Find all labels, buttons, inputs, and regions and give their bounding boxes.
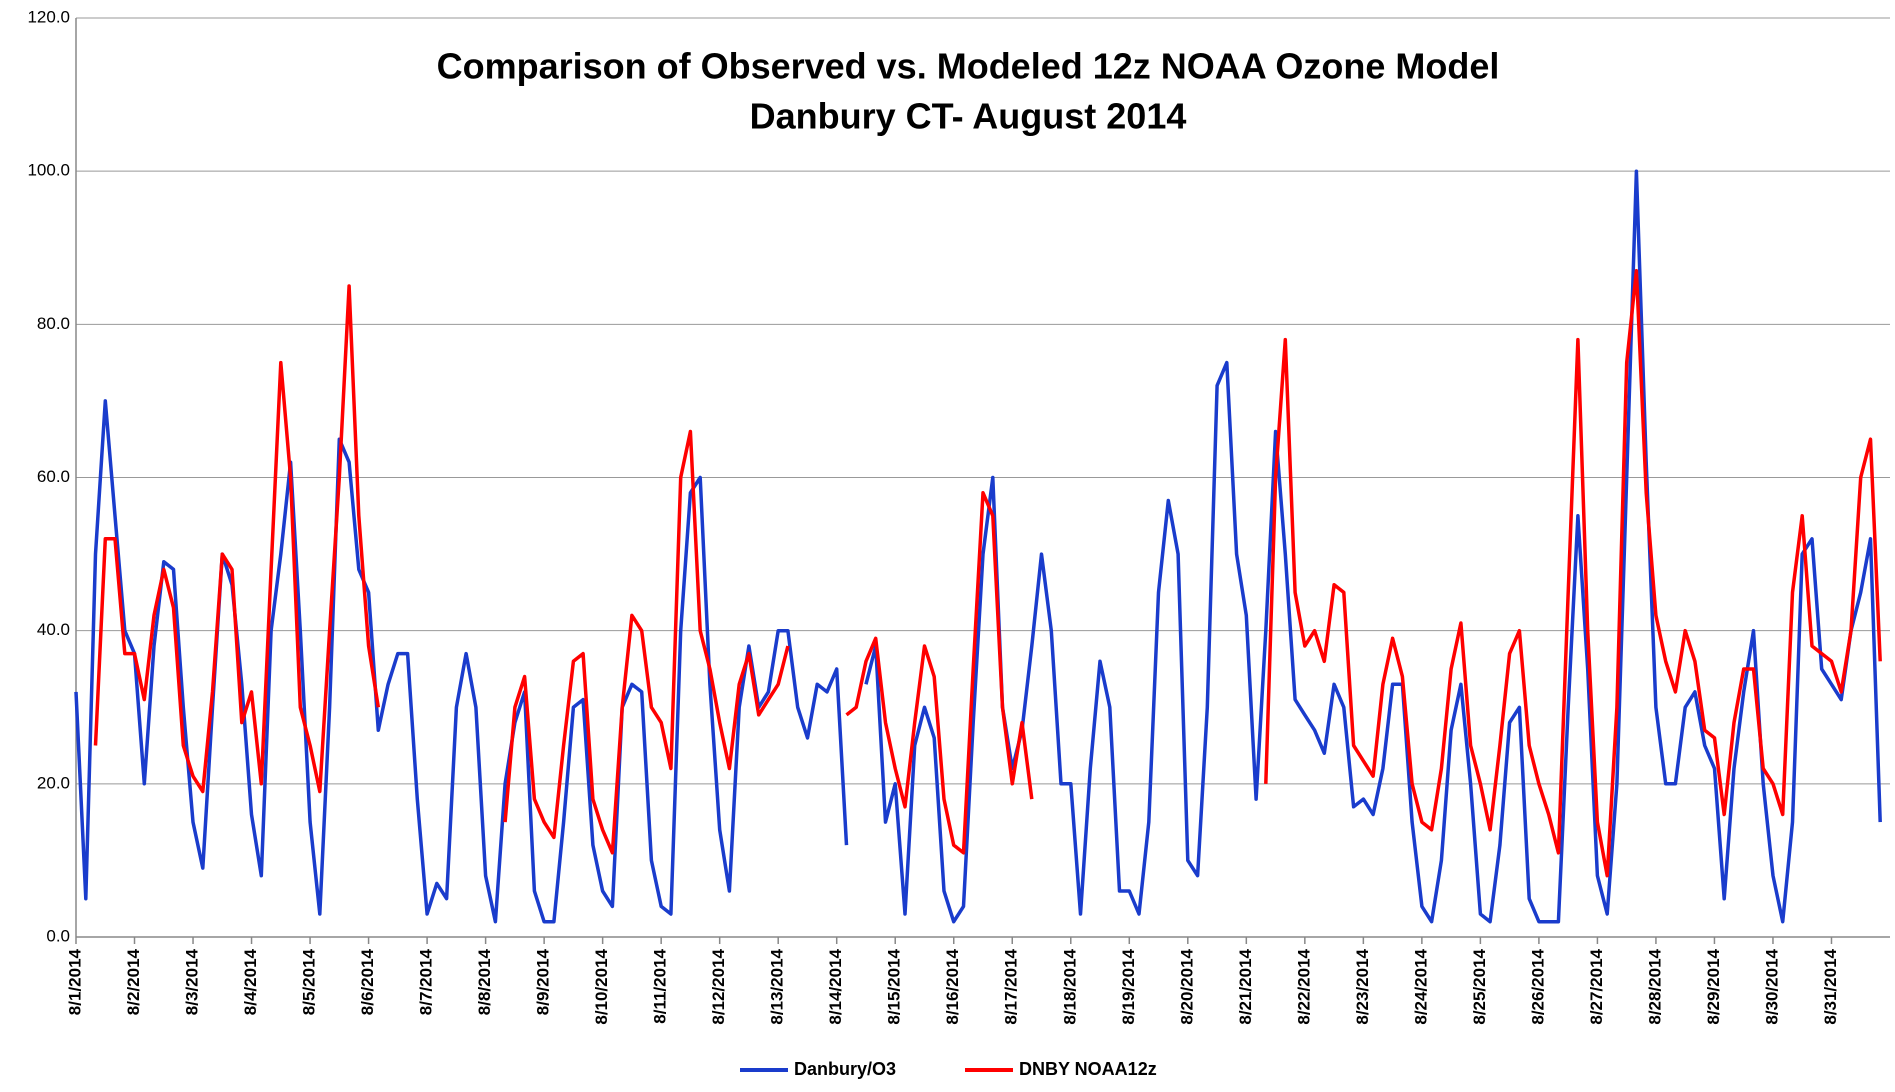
y-tick-label: 60.0 — [37, 467, 70, 486]
x-tick-label: 8/27/2014 — [1587, 948, 1606, 1024]
x-tick-label: 8/10/2014 — [592, 948, 611, 1024]
x-tick-label: 8/8/2014 — [475, 948, 494, 1015]
x-tick-label: 8/23/2014 — [1353, 948, 1372, 1024]
y-tick-label: 0.0 — [46, 926, 70, 945]
legend-label: Danbury/O3 — [794, 1059, 896, 1079]
x-tick-label: 8/16/2014 — [943, 948, 962, 1024]
x-tick-label: 8/17/2014 — [1002, 948, 1021, 1024]
x-tick-label: 8/22/2014 — [1294, 948, 1313, 1024]
x-tick-label: 8/7/2014 — [417, 948, 436, 1015]
series-line — [93, 268, 1882, 878]
chart-subtitle: Danbury CT- August 2014 — [750, 96, 1187, 137]
x-tick-label: 8/26/2014 — [1528, 948, 1547, 1024]
x-tick-label: 8/28/2014 — [1645, 948, 1664, 1024]
x-tick-label: 8/30/2014 — [1762, 948, 1781, 1024]
x-tick-label: 8/19/2014 — [1119, 948, 1138, 1024]
chart-title: Comparison of Observed vs. Modeled 12z N… — [437, 46, 1500, 87]
x-tick-label: 8/6/2014 — [358, 948, 377, 1015]
series-line — [74, 169, 1882, 924]
y-tick-label: 20.0 — [37, 773, 70, 792]
x-tick-label: 8/2/2014 — [124, 948, 143, 1015]
x-tick-label: 8/31/2014 — [1821, 948, 1840, 1024]
x-tick-label: 8/1/2014 — [65, 948, 84, 1015]
y-tick-label: 80.0 — [37, 314, 70, 333]
x-tick-label: 8/14/2014 — [826, 948, 845, 1024]
legend-label: DNBY NOAA12z — [1019, 1059, 1157, 1079]
y-tick-label: 40.0 — [37, 620, 70, 639]
x-tick-label: 8/13/2014 — [768, 948, 787, 1024]
x-tick-label: 8/12/2014 — [709, 948, 728, 1024]
x-tick-label: 8/25/2014 — [1470, 948, 1489, 1024]
y-tick-label: 100.0 — [27, 161, 70, 180]
x-tick-label: 8/4/2014 — [241, 948, 260, 1015]
x-tick-label: 8/5/2014 — [300, 948, 319, 1015]
x-tick-label: 8/20/2014 — [1177, 948, 1196, 1024]
y-tick-label: 120.0 — [27, 7, 70, 26]
x-tick-label: 8/24/2014 — [1411, 948, 1430, 1024]
x-tick-label: 8/29/2014 — [1704, 948, 1723, 1024]
x-tick-label: 8/3/2014 — [183, 948, 202, 1015]
x-tick-label: 8/21/2014 — [1236, 948, 1255, 1024]
x-tick-label: 8/9/2014 — [534, 948, 553, 1015]
x-tick-label: 8/11/2014 — [651, 948, 670, 1023]
x-tick-label: 8/15/2014 — [885, 948, 904, 1024]
x-tick-label: 8/18/2014 — [1060, 948, 1079, 1024]
